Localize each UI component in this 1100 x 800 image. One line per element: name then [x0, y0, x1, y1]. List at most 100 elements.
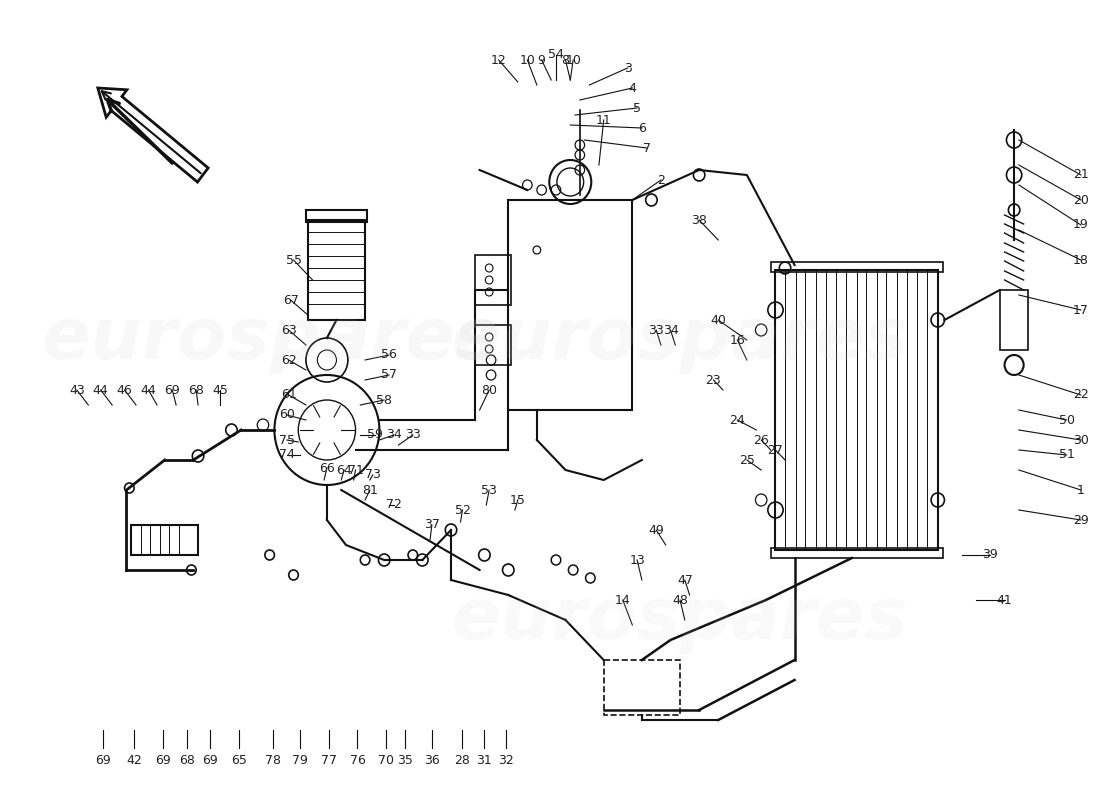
Text: 78: 78 — [264, 754, 280, 766]
Text: 4: 4 — [628, 82, 636, 94]
Text: 73: 73 — [365, 469, 381, 482]
Text: 50: 50 — [1058, 414, 1075, 426]
Text: 16: 16 — [729, 334, 745, 346]
Text: 38: 38 — [691, 214, 707, 226]
Text: 40: 40 — [711, 314, 726, 326]
Text: 11: 11 — [596, 114, 612, 126]
Text: 33: 33 — [648, 323, 664, 337]
Text: 69: 69 — [155, 754, 170, 766]
Text: 61: 61 — [280, 389, 297, 402]
Text: 68: 68 — [178, 754, 195, 766]
Text: 32: 32 — [498, 754, 514, 766]
Text: 12: 12 — [491, 54, 507, 66]
Text: 9: 9 — [538, 54, 546, 66]
Bar — [508, 200, 632, 410]
Bar — [776, 270, 937, 550]
Text: 7: 7 — [642, 142, 650, 154]
Text: 56: 56 — [381, 349, 397, 362]
Text: 69: 69 — [95, 754, 110, 766]
Text: 26: 26 — [754, 434, 769, 446]
Text: 81: 81 — [362, 483, 377, 497]
Text: eurospares: eurospares — [452, 586, 909, 654]
Text: eurospares: eurospares — [452, 306, 909, 374]
Text: 49: 49 — [648, 523, 664, 537]
Text: 25: 25 — [739, 454, 755, 466]
Text: 75: 75 — [278, 434, 295, 446]
Text: 44: 44 — [92, 383, 109, 397]
Text: 71: 71 — [348, 463, 363, 477]
Bar — [475, 325, 512, 365]
Text: 77: 77 — [321, 754, 337, 766]
Text: 1: 1 — [1077, 483, 1085, 497]
Text: 69: 69 — [202, 754, 218, 766]
Text: 6: 6 — [638, 122, 646, 134]
Text: 33: 33 — [405, 429, 420, 442]
Bar — [475, 255, 512, 305]
Text: 54: 54 — [548, 49, 564, 62]
Text: 22: 22 — [1072, 389, 1089, 402]
Text: 76: 76 — [350, 754, 365, 766]
Text: 30: 30 — [1072, 434, 1089, 446]
Text: 36: 36 — [424, 754, 440, 766]
Text: 57: 57 — [381, 369, 397, 382]
Text: 74: 74 — [279, 449, 295, 462]
Text: 65: 65 — [231, 754, 248, 766]
Bar — [771, 262, 943, 272]
Text: 31: 31 — [476, 754, 493, 766]
Text: 21: 21 — [1072, 169, 1089, 182]
Text: 13: 13 — [629, 554, 645, 566]
Text: 8: 8 — [561, 54, 570, 66]
Text: 28: 28 — [454, 754, 471, 766]
Text: 58: 58 — [376, 394, 393, 406]
Text: 23: 23 — [705, 374, 722, 386]
Text: 69: 69 — [164, 383, 180, 397]
Text: 79: 79 — [293, 754, 308, 766]
Text: 68: 68 — [188, 383, 205, 397]
Text: 52: 52 — [454, 503, 471, 517]
Text: 47: 47 — [676, 574, 693, 586]
Text: 41: 41 — [997, 594, 1012, 606]
Text: 34: 34 — [662, 323, 679, 337]
Bar — [308, 220, 365, 320]
Text: 72: 72 — [386, 498, 402, 511]
Text: 27: 27 — [768, 443, 783, 457]
Text: 24: 24 — [729, 414, 745, 426]
Text: 14: 14 — [615, 594, 630, 606]
Text: 43: 43 — [69, 383, 85, 397]
Text: 80: 80 — [481, 383, 497, 397]
Text: 10: 10 — [519, 54, 536, 66]
Bar — [1000, 290, 1028, 350]
Text: 39: 39 — [982, 549, 998, 562]
Text: 66: 66 — [319, 462, 334, 474]
Text: 34: 34 — [386, 429, 402, 442]
Text: 5: 5 — [634, 102, 641, 114]
Text: 17: 17 — [1072, 303, 1089, 317]
Text: 63: 63 — [280, 323, 297, 337]
Text: 59: 59 — [366, 429, 383, 442]
Text: eurospares: eurospares — [42, 306, 498, 374]
Text: 60: 60 — [279, 409, 295, 422]
Text: 67: 67 — [283, 294, 298, 306]
Text: 42: 42 — [126, 754, 142, 766]
Text: 55: 55 — [286, 254, 301, 266]
FancyArrow shape — [98, 88, 208, 182]
Bar — [306, 210, 367, 222]
Text: 2: 2 — [657, 174, 664, 186]
Text: 18: 18 — [1072, 254, 1089, 266]
Text: 29: 29 — [1072, 514, 1089, 526]
Text: 20: 20 — [1072, 194, 1089, 206]
Bar — [131, 525, 198, 555]
Text: 45: 45 — [212, 383, 228, 397]
Bar — [771, 548, 943, 558]
Text: 62: 62 — [280, 354, 297, 366]
Text: 70: 70 — [378, 754, 394, 766]
Text: 10: 10 — [565, 54, 581, 66]
Text: 3: 3 — [624, 62, 631, 74]
Text: 53: 53 — [481, 483, 497, 497]
Text: 35: 35 — [397, 754, 414, 766]
Text: 51: 51 — [1058, 449, 1075, 462]
Text: 48: 48 — [672, 594, 688, 606]
Text: 37: 37 — [424, 518, 440, 531]
Text: 44: 44 — [141, 383, 156, 397]
Bar — [604, 660, 680, 715]
